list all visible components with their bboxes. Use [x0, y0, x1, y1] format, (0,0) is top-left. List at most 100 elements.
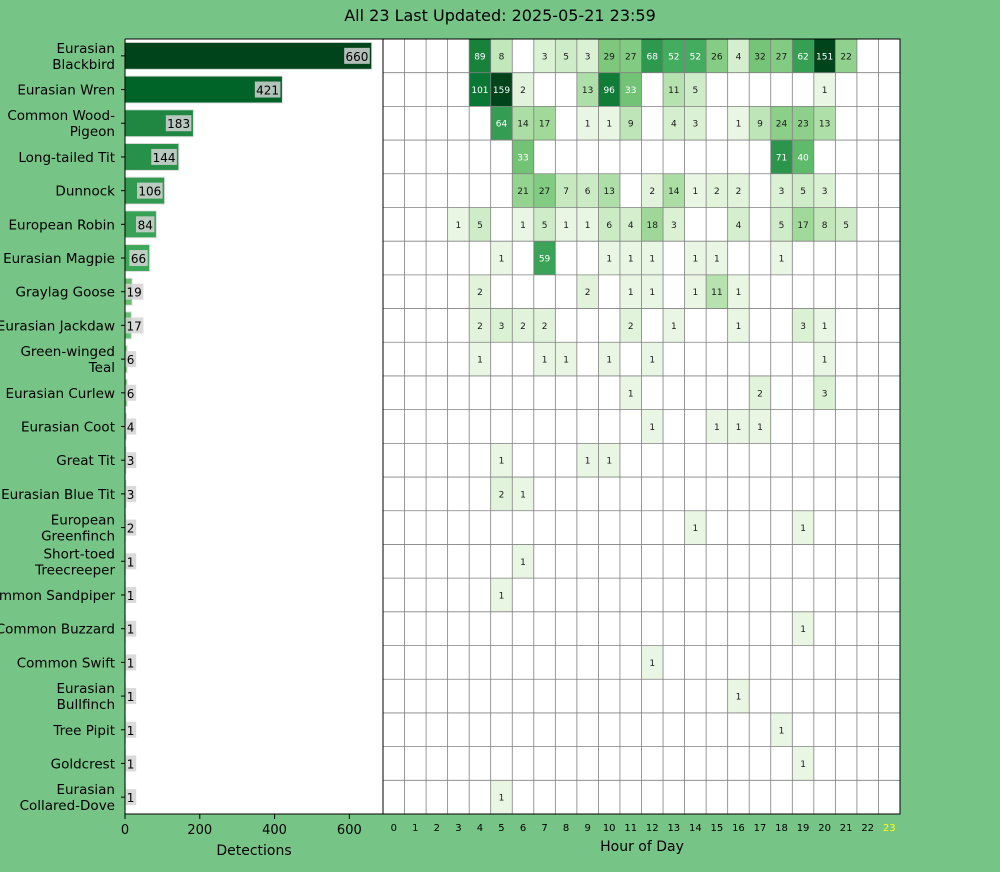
- heatmap-cell: [813, 173, 836, 208]
- heatmap-cell-label: 1: [542, 356, 548, 366]
- category-label-line: Great Tit: [56, 453, 115, 469]
- category-label-line: Common Buzzard: [0, 622, 115, 638]
- heatmap-cell-label: 1: [499, 794, 505, 804]
- category-label: European Greenfinch: [41, 513, 115, 545]
- heatmap-cell: [770, 140, 793, 174]
- x-tick-label: 400: [262, 823, 287, 838]
- heatmap-cell: [684, 173, 707, 208]
- category-label-line: Common Sandpiper: [0, 588, 115, 604]
- bar-value-label-bg: [137, 182, 163, 199]
- category-label-line: Eurasian: [56, 41, 115, 57]
- hour-tick-label: 20: [818, 823, 831, 834]
- category-label-line: Common Swift: [17, 655, 115, 671]
- heatmap-cell-label: 1: [736, 322, 742, 332]
- category-label: Common Swift: [17, 655, 115, 671]
- bar-value-label-bg: [125, 654, 137, 671]
- heatmap-cell: [813, 72, 836, 107]
- heatmap-cell: [641, 342, 664, 376]
- heatmap-cell-label: 1: [714, 423, 720, 433]
- hour-tick-label: 23: [883, 823, 896, 834]
- bar-value-label: 19: [127, 286, 142, 300]
- category-label: Eurasian Magpie: [3, 251, 115, 267]
- bar-value-label: 1: [127, 656, 135, 670]
- heatmap-cell: [663, 72, 685, 107]
- heatmap-cell-label: 1: [649, 356, 655, 366]
- heatmap-cell-label: 14: [668, 187, 680, 197]
- heatmap-cell: [469, 72, 491, 107]
- bar-value-label-bg: [125, 351, 137, 368]
- bar-value-label: 17: [127, 319, 142, 333]
- heatmap-cell-label: 1: [757, 423, 763, 433]
- heatmap-cell-label: 2: [477, 322, 483, 332]
- heatmap-cell-label: 1: [563, 356, 569, 366]
- bar-value-label: 1: [127, 623, 135, 637]
- heatmap-cell: [598, 106, 620, 141]
- heatmap-cell: [641, 241, 664, 275]
- heatmap-cell-label: 1: [692, 288, 698, 298]
- heatmap-cell-label: 3: [800, 322, 806, 332]
- bar-value-label: 2: [127, 522, 135, 536]
- hour-tick-label: 0: [391, 823, 397, 834]
- heatmap-cell-label: 3: [692, 120, 698, 130]
- heatmap-cell: [792, 308, 814, 343]
- heatmap-cell: [684, 510, 707, 545]
- heatmap-cell-label: 2: [714, 187, 720, 197]
- heatmap-cell: [792, 173, 814, 208]
- heatmap-cell-label: 1: [606, 457, 612, 467]
- category-label-line: European: [51, 513, 115, 529]
- heatmap-cell-label: 1: [585, 221, 591, 231]
- heatmap-cell: [576, 443, 599, 478]
- heatmap-cell: [641, 173, 664, 208]
- heatmap-cell-label: 1: [606, 255, 612, 265]
- heatmap-cell-label: 3: [822, 389, 828, 399]
- heatmap-cell: [619, 375, 642, 410]
- heatmap-cell: [663, 106, 685, 141]
- bar-value-label: 3: [127, 454, 135, 468]
- category-label-line: Graylag Goose: [16, 285, 115, 301]
- heatmap-cell-label: 2: [520, 322, 526, 332]
- heatmap-cell-label: 1: [456, 221, 462, 231]
- heatmap-cell-label: 2: [757, 389, 763, 399]
- heatmap-cell-label: 62: [797, 52, 808, 62]
- heatmap-cell: [706, 274, 728, 309]
- category-label-line: Long-tailed Tit: [18, 150, 115, 166]
- heatmap-cell-label: 18: [647, 221, 659, 231]
- bar-value-label-bg: [125, 721, 137, 738]
- heatmap-cell-label: 1: [520, 490, 526, 500]
- heatmap-cell: [555, 39, 577, 73]
- heatmap-cell-label: 52: [690, 52, 701, 62]
- heatmap-cell: [576, 173, 599, 208]
- heatmap-cell-label: 2: [520, 86, 526, 96]
- category-label-line: Treecreeper: [34, 562, 115, 578]
- bar-value-label: 84: [138, 218, 153, 232]
- category-label: Long-tailed Tit: [18, 150, 115, 166]
- heatmap-cell-label: 1: [779, 726, 785, 736]
- bar-value-label: 4: [127, 421, 135, 435]
- hour-tick-label: 21: [840, 823, 853, 834]
- category-label-line: Short-toed: [43, 546, 115, 562]
- heatmap-cell-label: 1: [649, 255, 655, 265]
- heatmap-cell-label: 1: [692, 255, 698, 265]
- heatmap-cell-label: 1: [606, 356, 612, 366]
- bar-value-label-bg: [125, 283, 144, 300]
- heatmap-cell: [792, 510, 814, 545]
- heatmap-cell: [813, 39, 836, 73]
- heatmap-cell: [619, 72, 642, 107]
- heatmap-cell-label: 101: [471, 86, 488, 96]
- heatmap-cell-label: 1: [649, 659, 655, 669]
- heatmap-cell: [598, 207, 620, 242]
- heatmap-cell-label: 4: [628, 221, 634, 231]
- category-label: European Robin: [8, 217, 115, 233]
- heatmap-cell-label: 1: [499, 457, 505, 467]
- heatmap-cell-label: 1: [649, 423, 655, 433]
- category-label: Eurasian Jackdaw: [0, 318, 115, 334]
- heatmap-cell-label: 1: [779, 255, 785, 265]
- category-label-line: Teal: [88, 360, 115, 376]
- category-label-line: Collared-Dove: [20, 798, 115, 814]
- heatmap-cell-label: 33: [625, 86, 636, 96]
- heatmap-cell: [813, 308, 836, 343]
- heatmap-cell-label: 1: [671, 322, 677, 332]
- bar-value-label-bg: [125, 452, 137, 469]
- heatmap-cell: [619, 207, 642, 242]
